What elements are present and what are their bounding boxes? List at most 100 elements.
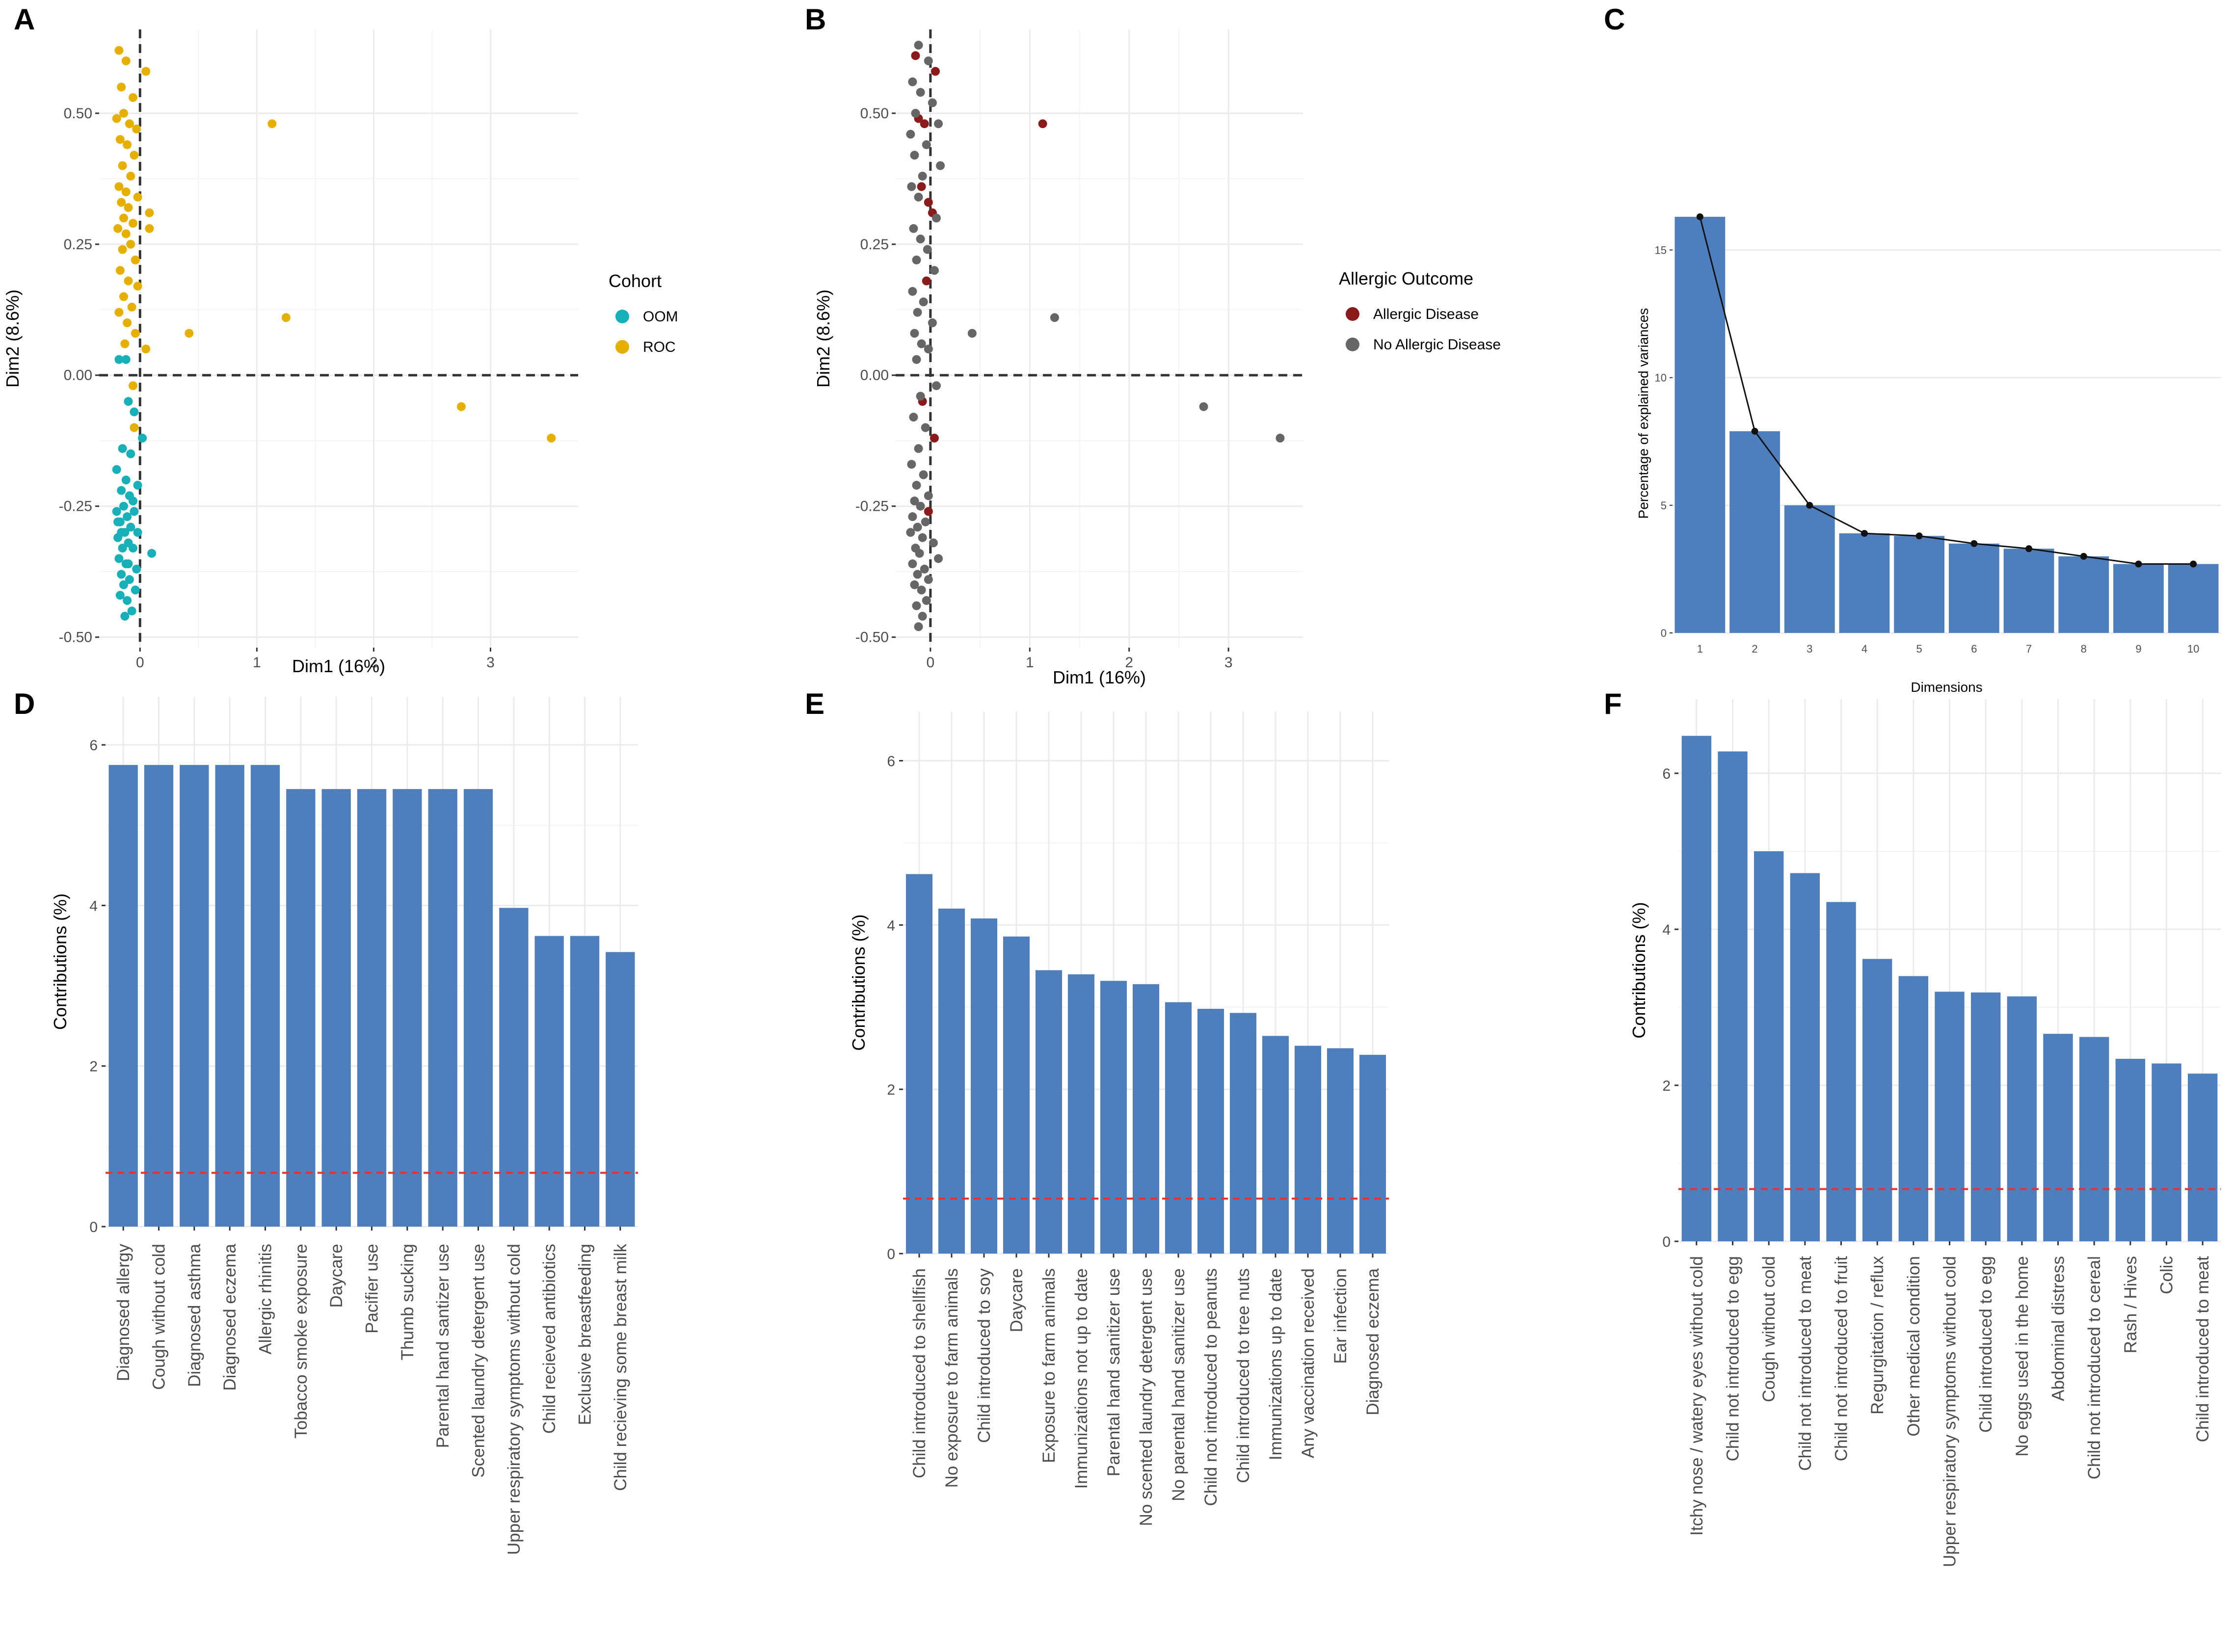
data-point-no-allergic-disease — [912, 255, 921, 264]
data-point-no-allergic-disease — [1050, 313, 1059, 322]
bar-contribution — [1165, 1002, 1192, 1254]
y-axis-title: Percentage of explained variances — [1636, 308, 1651, 519]
data-point-oom — [121, 355, 131, 364]
bar-contribution — [534, 936, 564, 1227]
data-point-roc — [129, 219, 138, 228]
data-point-oom — [132, 564, 141, 574]
data-point-oom — [118, 544, 127, 553]
y-tick-label: 2 — [89, 1059, 98, 1075]
category-label: Regurgitation / reflux — [1868, 1256, 1887, 1415]
data-point-roc — [121, 56, 131, 66]
data-point-no-allergic-disease — [918, 533, 927, 542]
data-point-oom — [120, 611, 130, 621]
bar-contribution — [1132, 984, 1160, 1254]
scree-point — [1751, 427, 1758, 435]
bar-dimension-5 — [1894, 536, 1945, 633]
category-label: Child recieved antibiotics — [540, 1244, 559, 1434]
data-point-oom — [118, 444, 127, 453]
category-label: Immunizations up to date — [1266, 1268, 1285, 1460]
data-point-allergic-disease — [922, 276, 931, 286]
data-point-roc — [117, 198, 126, 207]
data-point-allergic-disease — [920, 119, 929, 129]
data-point-roc — [115, 135, 125, 144]
category-label: Exclusive breastfeeding — [576, 1244, 595, 1425]
data-point-roc — [112, 114, 121, 123]
bar-dimension-3 — [1784, 505, 1835, 633]
y-tick-label: 0.00 — [860, 367, 889, 384]
bar-dimension-6 — [1948, 543, 1999, 633]
data-point-roc — [114, 46, 124, 55]
legend-key — [615, 340, 629, 354]
y-tick-label: -0.50 — [855, 629, 889, 646]
data-point-allergic-disease — [917, 182, 926, 191]
scree-point — [2080, 552, 2087, 560]
category-label: Itchy nose / watery eyes without cold — [1687, 1256, 1706, 1536]
data-point-oom — [123, 596, 132, 605]
data-point-no-allergic-disease — [1276, 433, 1285, 443]
bar-contribution — [1862, 959, 1892, 1241]
bar-contribution — [428, 789, 457, 1227]
bar-contribution — [357, 789, 387, 1227]
data-point-no-allergic-disease — [932, 381, 941, 391]
x-tick-label: 8 — [2081, 643, 2087, 655]
scree-point — [2190, 560, 2197, 568]
data-point-no-allergic-disease — [967, 329, 977, 338]
y-tick-label: 4 — [89, 898, 98, 914]
category-label: Abdominal distress — [2049, 1256, 2068, 1401]
data-point-roc — [141, 344, 151, 354]
bar-contribution — [250, 765, 280, 1227]
data-point-no-allergic-disease — [932, 213, 941, 223]
data-point-roc — [281, 313, 291, 322]
data-point-no-allergic-disease — [908, 512, 917, 522]
data-point-roc — [119, 213, 128, 223]
category-label: Colic — [2157, 1256, 2177, 1294]
data-point-no-allergic-disease — [923, 245, 932, 254]
y-axis-title: Contributions (%) — [50, 893, 70, 1030]
data-point-roc — [118, 161, 127, 170]
category-label: Parental hand sanitizer use — [1104, 1268, 1123, 1476]
data-point-oom — [131, 585, 140, 595]
data-point-no-allergic-disease — [924, 575, 933, 584]
data-point-roc — [115, 266, 125, 275]
data-point-oom — [147, 549, 157, 558]
bar-contribution — [1067, 974, 1095, 1254]
bar-contribution — [286, 789, 316, 1227]
y-tick-label: 6 — [89, 737, 98, 754]
data-point-oom — [133, 480, 142, 490]
y-tick-label: 5 — [1661, 499, 1667, 512]
bar-contribution — [180, 765, 209, 1227]
panel-a: A 0 1 2 3 -0.50 -0.25 0.00 0.25 0.50 Dim1 (16%) Dim… — [2, 3, 678, 676]
legend-title: Cohort — [609, 271, 662, 291]
data-point-oom — [126, 449, 135, 458]
data-point-allergic-disease — [1038, 119, 1047, 129]
category-label: Diagnosed eczema — [1363, 1268, 1382, 1415]
panel-letter-a: A — [14, 3, 35, 36]
data-point-oom — [127, 606, 136, 616]
bar-dimension-7 — [2003, 549, 2054, 633]
bar-contribution — [2115, 1058, 2146, 1241]
category-label: Child not introduced to meat — [1796, 1256, 1815, 1471]
bar-contribution — [1003, 936, 1030, 1254]
data-point-roc — [129, 93, 138, 102]
bar-contribution — [108, 765, 138, 1227]
data-point-no-allergic-disease — [1199, 402, 1208, 411]
y-tick-label: 10 — [1655, 372, 1667, 384]
category-label: Ear infection — [1331, 1268, 1350, 1364]
category-label: Child not introduced to cereal — [2085, 1256, 2104, 1479]
data-point-oom — [126, 523, 135, 532]
bar-contribution — [144, 765, 174, 1227]
bar-contribution — [393, 789, 422, 1227]
data-point-oom — [129, 544, 138, 553]
scree-point — [1915, 532, 1923, 540]
data-point-roc — [129, 381, 138, 391]
bar-contribution — [938, 908, 965, 1254]
panel-e: E 0 2 4 6 Child introduced to shellfish No exp… — [805, 687, 1389, 1526]
bar-contribution — [1262, 1036, 1289, 1254]
bar-contribution — [1898, 976, 1929, 1241]
bar-dimension-9 — [2113, 564, 2164, 633]
data-point-oom — [114, 355, 124, 364]
data-point-no-allergic-disease — [908, 559, 917, 569]
data-point-oom — [112, 465, 121, 474]
data-point-no-allergic-disease — [910, 580, 919, 589]
y-tick-label: 6 — [887, 753, 895, 769]
